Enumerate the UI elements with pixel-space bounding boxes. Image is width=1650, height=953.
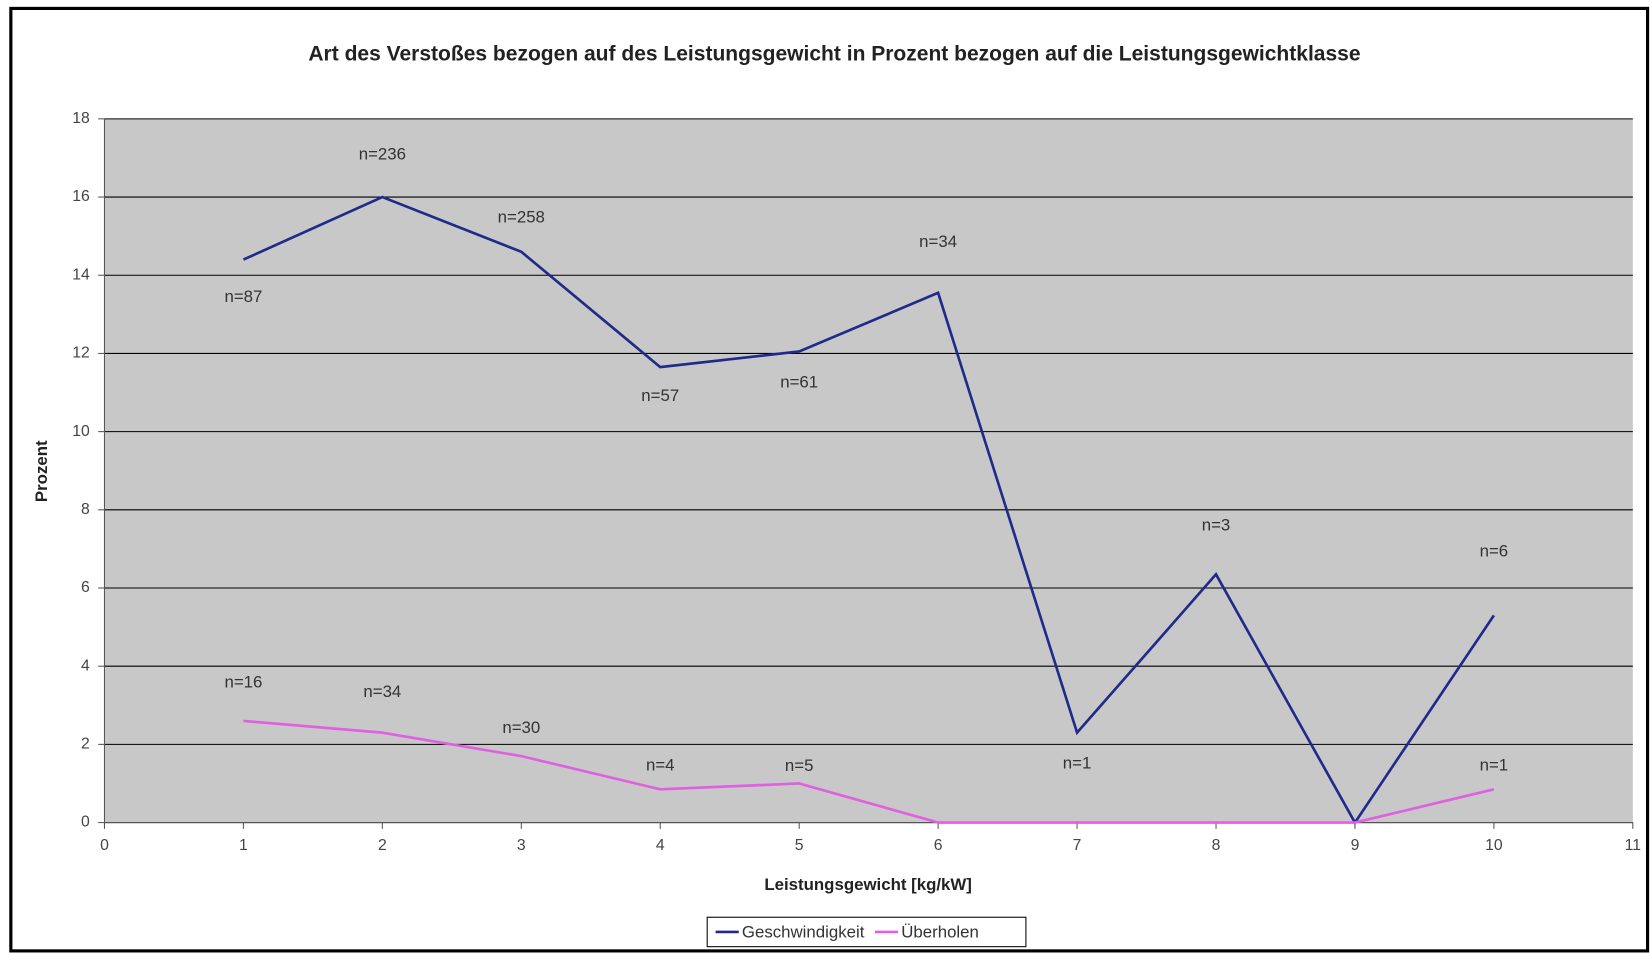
x-tick-label: 0 [100, 837, 109, 854]
y-tick-label: 2 [81, 736, 90, 753]
point-label: n=61 [780, 372, 818, 391]
legend-label: Geschwindigkeit [742, 922, 865, 941]
x-tick-label: 11 [1625, 837, 1641, 854]
point-label: n=1 [1063, 754, 1092, 773]
x-tick-label: 1 [239, 837, 248, 854]
x-tick-label: 6 [934, 837, 943, 854]
y-tick-label: 12 [72, 345, 90, 362]
legend-label: Überholen [901, 922, 979, 941]
x-tick-label: 3 [517, 837, 526, 854]
legend: Geschwindigkeit Überholen [706, 916, 1027, 948]
y-tick-label: 0 [81, 814, 90, 831]
point-label: n=1 [1480, 756, 1509, 775]
x-tick-label: 9 [1351, 837, 1360, 854]
x-tick-label: 2 [378, 837, 387, 854]
point-label: n=34 [919, 232, 957, 251]
x-axis-label: Leistungsgewicht [kg/kW] [764, 875, 972, 894]
point-label: n=30 [502, 718, 540, 737]
x-tick-label: 10 [1485, 837, 1503, 854]
y-tick-label: 10 [72, 423, 90, 440]
x-tick-label: 4 [656, 837, 665, 854]
x-tick-label: 5 [795, 837, 804, 854]
chart-title: Art des Verstoßes bezogen auf des Leistu… [308, 42, 1360, 65]
x-tick-label: 8 [1212, 837, 1221, 854]
y-tick-label: 16 [72, 188, 90, 205]
y-tick-label: 6 [81, 579, 90, 596]
point-label: n=16 [224, 673, 262, 692]
y-tick-label: 4 [81, 657, 90, 674]
y-tick-label: 8 [81, 501, 90, 518]
point-label: n=3 [1202, 515, 1231, 534]
legend-box [706, 916, 1027, 948]
data-line [243, 719, 1495, 824]
point-label: n=87 [224, 287, 262, 306]
point-label: n=6 [1480, 542, 1509, 561]
y-tick-label: 18 [72, 110, 90, 127]
x-tick-label: 7 [1073, 837, 1082, 854]
data-line [242, 195, 1495, 826]
y-tick-label: 14 [72, 266, 90, 283]
point-label: n=4 [646, 756, 675, 775]
point-label: n=34 [363, 682, 401, 701]
plot-area [104, 118, 1633, 823]
point-label: n=236 [359, 144, 406, 163]
y-axis-label: Prozent [32, 440, 51, 502]
point-label: n=258 [498, 208, 545, 227]
point-label: n=5 [785, 756, 814, 775]
point-label: n=57 [641, 386, 679, 405]
